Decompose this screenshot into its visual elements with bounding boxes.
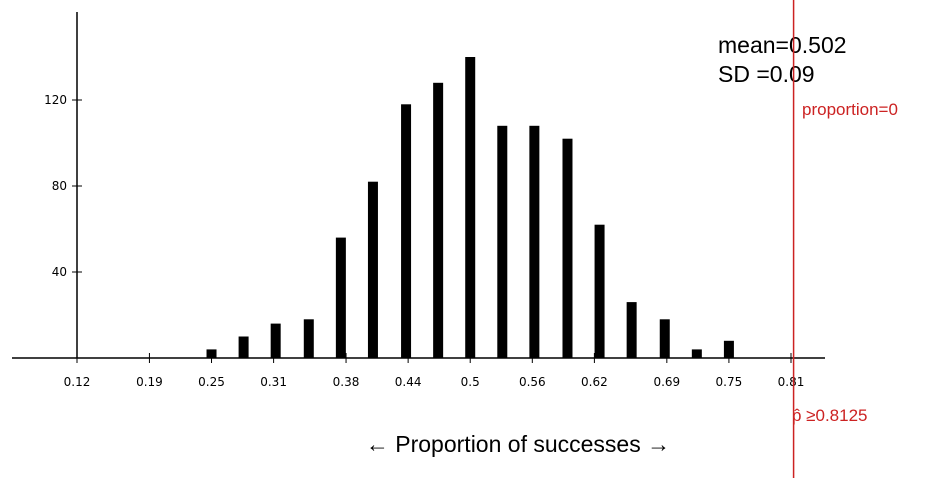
x-axis-title: ← Proportion of successes → [366,431,670,457]
sd-label: SD =0.09 [718,61,815,87]
x-tick-label: 0.5 [461,375,480,389]
histogram-bar [303,319,314,358]
x-tick-label: 0.62 [581,375,608,389]
y-tick-label: 40 [52,265,67,279]
y-tick-label: 80 [52,179,67,193]
histogram-bar [238,336,249,358]
histogram-bar [497,125,508,358]
histogram-bar [659,319,670,358]
histogram-bar [367,181,378,358]
reference-label-top: proportion=0 [802,100,898,119]
x-tick-label: 0.38 [333,375,360,389]
x-tick-label: 0.69 [653,375,680,389]
histogram-bar [270,323,281,358]
x-tick-label: 0.56 [519,375,546,389]
histogram-bar [335,237,346,358]
x-tick-label: 0.44 [395,375,422,389]
y-tick-label: 120 [44,93,67,107]
x-tick-label: 0.25 [198,375,225,389]
bars-layer [206,57,734,359]
histogram-bar [594,224,605,358]
x-tick-label: 0.31 [260,375,287,389]
x-tick-label: 0.81 [778,375,805,389]
mean-label: mean=0.502 [718,32,847,58]
x-ticks-layer: 0.12 0.19 0.25 0.31 0.38 0.44 0.5 0.56 0.62 0.69 0… [64,353,805,389]
histogram-bar [433,82,444,359]
x-tick-label: 0.19 [136,375,163,389]
y-ticks-layer: 40 80 120 [44,93,82,279]
reference-label-bottom: p̂ ≥0.8125 [792,406,868,425]
histogram-bar [723,340,734,358]
histogram-bar [626,302,637,358]
histogram-bar [529,125,540,358]
histogram-bar [691,349,702,358]
x-tick-label: 0.75 [716,375,743,389]
histogram-bar [562,138,573,358]
histogram-bar [465,57,476,358]
x-tick-label: 0.12 [64,375,91,389]
histogram-bar [401,104,412,358]
